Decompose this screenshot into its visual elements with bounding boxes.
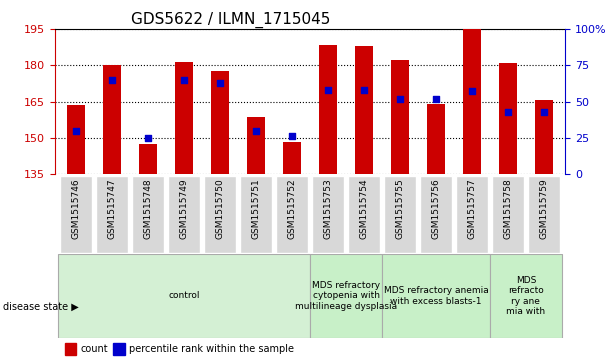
Bar — [175, 62, 193, 174]
Bar — [276, 176, 308, 253]
Point — [215, 80, 225, 86]
Text: GSM1515753: GSM1515753 — [323, 178, 333, 239]
Text: MDS refractory anemia
with excess blasts-1: MDS refractory anemia with excess blasts… — [384, 286, 488, 306]
Bar — [492, 176, 524, 253]
Bar — [114, 343, 125, 355]
Bar — [247, 117, 265, 174]
Point — [179, 77, 189, 83]
Bar — [456, 176, 488, 253]
Bar — [67, 105, 85, 174]
Text: GSM1515752: GSM1515752 — [288, 178, 297, 239]
Text: GSM1515755: GSM1515755 — [395, 178, 404, 239]
Bar — [420, 176, 452, 253]
Point — [71, 128, 81, 134]
Bar — [382, 254, 490, 338]
Point — [503, 109, 513, 115]
Text: GSM1515747: GSM1515747 — [108, 178, 117, 239]
Bar — [427, 104, 445, 174]
Bar — [103, 65, 121, 174]
Bar — [283, 142, 301, 174]
Text: GDS5622 / ILMN_1715045: GDS5622 / ILMN_1715045 — [131, 12, 331, 28]
Bar — [490, 254, 562, 338]
Point — [539, 109, 549, 115]
Text: MDS
refracto
ry ane
mia with: MDS refracto ry ane mia with — [506, 276, 545, 316]
Bar — [312, 176, 344, 253]
Bar — [384, 176, 416, 253]
Text: GSM1515754: GSM1515754 — [359, 178, 368, 239]
Text: MDS refractory
cytopenia with
multilineage dysplasia: MDS refractory cytopenia with multilinea… — [295, 281, 397, 311]
Bar — [132, 176, 164, 253]
Point — [467, 89, 477, 94]
Bar — [499, 63, 517, 174]
Text: GSM1515759: GSM1515759 — [539, 178, 548, 239]
Text: count: count — [80, 344, 108, 354]
Bar — [96, 176, 128, 253]
Bar — [310, 254, 382, 338]
Point — [251, 128, 261, 134]
Text: GSM1515756: GSM1515756 — [432, 178, 440, 239]
Bar — [60, 176, 92, 253]
Bar — [528, 176, 560, 253]
Text: GSM1515757: GSM1515757 — [468, 178, 477, 239]
Point — [431, 96, 441, 102]
Bar — [211, 72, 229, 174]
Text: GSM1515758: GSM1515758 — [503, 178, 513, 239]
Point — [287, 134, 297, 139]
Bar — [348, 176, 380, 253]
Bar — [391, 61, 409, 174]
Bar — [355, 46, 373, 174]
Bar — [58, 254, 310, 338]
Point — [395, 96, 405, 102]
Bar — [139, 144, 157, 174]
Text: GSM1515748: GSM1515748 — [143, 178, 153, 239]
Text: GSM1515751: GSM1515751 — [252, 178, 261, 239]
Point — [359, 87, 369, 93]
Bar — [463, 19, 481, 174]
Text: GSM1515746: GSM1515746 — [72, 178, 81, 239]
Bar — [240, 176, 272, 253]
Bar — [319, 45, 337, 174]
Text: disease state ▶: disease state ▶ — [3, 302, 79, 312]
Text: GSM1515749: GSM1515749 — [180, 178, 188, 239]
Point — [323, 87, 333, 93]
Text: GSM1515750: GSM1515750 — [216, 178, 225, 239]
Text: control: control — [168, 291, 200, 300]
Point — [143, 135, 153, 141]
Bar — [65, 343, 76, 355]
Point — [108, 77, 117, 83]
Text: percentile rank within the sample: percentile rank within the sample — [129, 344, 294, 354]
Bar — [204, 176, 237, 253]
Bar — [535, 101, 553, 174]
Bar — [168, 176, 201, 253]
